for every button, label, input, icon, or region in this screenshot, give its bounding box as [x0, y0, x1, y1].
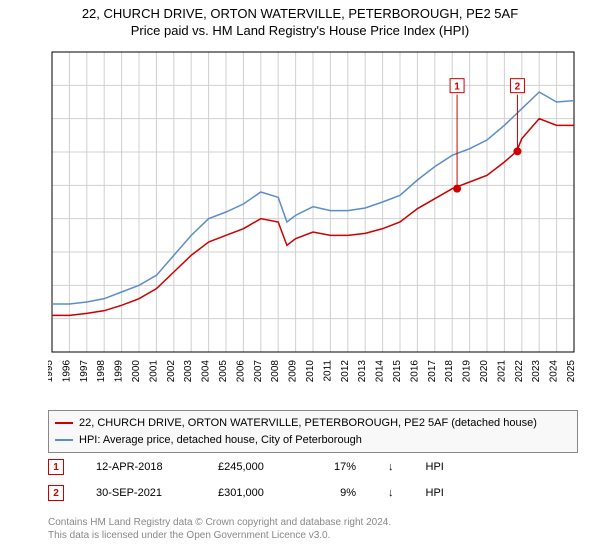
legend-item: 22, CHURCH DRIVE, ORTON WATERVILLE, PETE… — [55, 415, 571, 432]
svg-text:2022: 2022 — [514, 360, 525, 383]
legend-label: 22, CHURCH DRIVE, ORTON WATERVILLE, PETE… — [79, 415, 537, 432]
svg-text:2018: 2018 — [444, 360, 455, 383]
legend-swatch — [55, 422, 73, 424]
svg-text:2024: 2024 — [549, 360, 560, 383]
svg-text:2021: 2021 — [496, 360, 507, 383]
footer-line-2: This data is licensed under the Open Gov… — [48, 529, 391, 542]
svg-text:1996: 1996 — [61, 360, 72, 383]
marker-suffix: HPI — [426, 487, 444, 499]
footer: Contains HM Land Registry data © Crown c… — [48, 516, 391, 542]
svg-text:1999: 1999 — [114, 360, 125, 383]
svg-text:2009: 2009 — [288, 360, 299, 383]
marker-id-box: 2 — [48, 485, 64, 501]
legend-item: HPI: Average price, detached house, City… — [55, 432, 571, 449]
legend: 22, CHURCH DRIVE, ORTON WATERVILLE, PETE… — [48, 410, 578, 453]
marker-row: 2 30-SEP-2021 £301,000 9% ↓ HPI — [48, 480, 578, 506]
svg-text:2002: 2002 — [166, 360, 177, 383]
svg-text:2010: 2010 — [305, 360, 316, 383]
svg-text:2006: 2006 — [235, 360, 246, 383]
svg-text:2015: 2015 — [392, 360, 403, 383]
arrow-down-icon: ↓ — [388, 461, 394, 473]
legend-label: HPI: Average price, detached house, City… — [79, 432, 362, 449]
svg-text:2013: 2013 — [357, 360, 368, 383]
marker-date: 30-SEP-2021 — [96, 487, 186, 499]
chart-container: 22, CHURCH DRIVE, ORTON WATERVILLE, PETE… — [0, 0, 600, 560]
chart-svg: £0£50K£100K£150K£200K£250K£300K£350K£400… — [48, 48, 578, 398]
svg-text:1998: 1998 — [96, 360, 107, 383]
footer-line-1: Contains HM Land Registry data © Crown c… — [48, 516, 391, 529]
svg-text:2016: 2016 — [409, 360, 420, 383]
svg-text:2014: 2014 — [375, 360, 386, 383]
legend-swatch — [55, 439, 73, 441]
marker-price: £245,000 — [218, 461, 288, 473]
svg-text:2005: 2005 — [218, 360, 229, 383]
svg-text:2001: 2001 — [148, 360, 159, 383]
marker-pct: 9% — [320, 487, 356, 499]
svg-text:2007: 2007 — [253, 360, 264, 383]
marker-pct: 17% — [320, 461, 356, 473]
title-block: 22, CHURCH DRIVE, ORTON WATERVILLE, PETE… — [0, 0, 600, 40]
svg-text:1: 1 — [454, 82, 460, 93]
svg-text:2000: 2000 — [131, 360, 142, 383]
svg-text:1995: 1995 — [48, 360, 55, 383]
svg-text:2023: 2023 — [531, 360, 542, 383]
marker-price: £301,000 — [218, 487, 288, 499]
svg-text:2: 2 — [515, 82, 521, 93]
title-line-2: Price paid vs. HM Land Registry's House … — [0, 23, 600, 40]
marker-date: 12-APR-2018 — [96, 461, 186, 473]
svg-text:1997: 1997 — [79, 360, 90, 383]
svg-text:2012: 2012 — [340, 360, 351, 383]
marker-row: 1 12-APR-2018 £245,000 17% ↓ HPI — [48, 454, 578, 480]
svg-text:2003: 2003 — [183, 360, 194, 383]
svg-text:2025: 2025 — [566, 360, 577, 383]
marker-suffix: HPI — [426, 461, 444, 473]
arrow-down-icon: ↓ — [388, 487, 394, 499]
svg-text:2017: 2017 — [427, 360, 438, 383]
title-line-1: 22, CHURCH DRIVE, ORTON WATERVILLE, PETE… — [0, 6, 600, 23]
svg-text:2004: 2004 — [201, 360, 212, 383]
marker-id-box: 1 — [48, 459, 64, 475]
svg-text:2011: 2011 — [322, 360, 333, 382]
svg-text:2008: 2008 — [270, 360, 281, 383]
marker-table: 1 12-APR-2018 £245,000 17% ↓ HPI 2 30-SEP-2021 £… — [48, 454, 578, 506]
svg-text:2019: 2019 — [462, 360, 473, 383]
svg-text:2020: 2020 — [479, 360, 490, 383]
